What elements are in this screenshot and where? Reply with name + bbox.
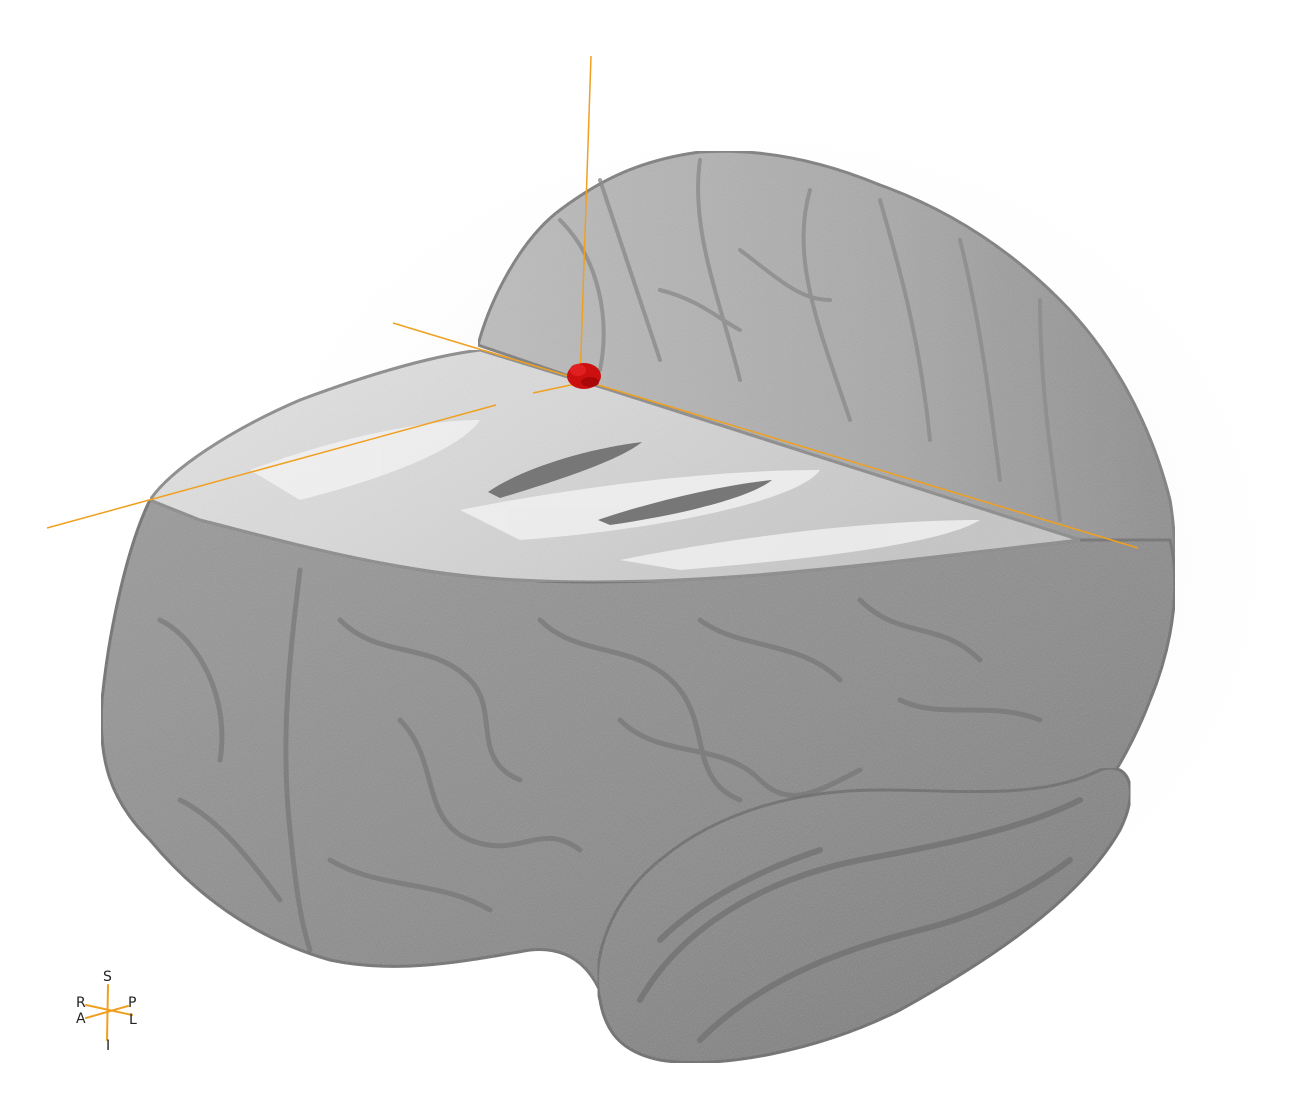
orientation-label-left: L bbox=[129, 1012, 137, 1028]
orientation-widget[interactable]: S R A P L I bbox=[56, 948, 160, 1054]
orientation-axes bbox=[85, 984, 133, 1041]
orientation-label-superior: S bbox=[103, 969, 112, 985]
orientation-label-inferior: I bbox=[106, 1038, 111, 1054]
seed-marker[interactable] bbox=[567, 363, 601, 389]
right-ventricle bbox=[598, 480, 772, 525]
orientation-label-posterior: P bbox=[128, 995, 137, 1011]
orientation-label-right: R bbox=[76, 995, 86, 1011]
temporal-gyri bbox=[637, 797, 1083, 1043]
axial-cut-face bbox=[147, 348, 1081, 584]
crosshair bbox=[46, 55, 1139, 549]
crosshair-axis-1 bbox=[46, 404, 497, 529]
lateral-gyri bbox=[157, 567, 1043, 953]
crosshair-vertical bbox=[579, 55, 592, 384]
posterior-lobe bbox=[476, 149, 1177, 704]
orientation-label-anterior: A bbox=[76, 1011, 86, 1027]
crosshair-axis-2 bbox=[392, 322, 1139, 549]
left-ventricle bbox=[488, 442, 642, 498]
temporal-lobe bbox=[596, 766, 1132, 1065]
posterior-sulci bbox=[558, 158, 1062, 522]
